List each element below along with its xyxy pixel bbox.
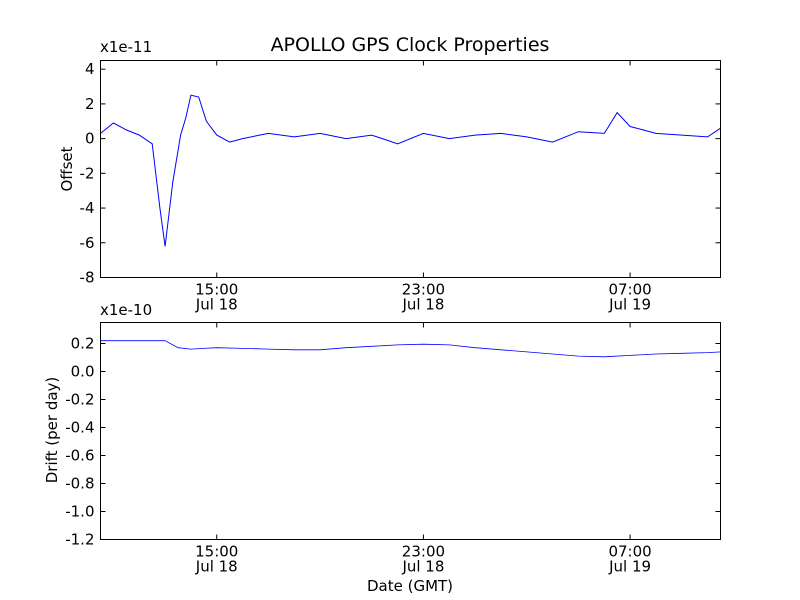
offset-x-tick-label: 07:00 [608,281,651,299]
offset-y-tick-label: -2 [80,164,95,182]
drift-x-label: Date (GMT) [367,577,453,595]
drift-y-tick-label: -1.0 [65,503,94,521]
offset-y-tick-label: -6 [80,234,95,252]
offset-y-tick-label: -4 [80,199,95,217]
chart-title: APOLLO GPS Clock Properties [271,34,550,56]
offset-y-tick-label: -8 [80,269,95,287]
drift-series-line [100,322,721,358]
offset-x-tick-label: 15:00 [195,281,238,299]
offset-x-tick-label: 23:00 [402,281,445,299]
drift-y-tick-label: -0.8 [65,475,94,493]
drift-x-tick-label: Jul 18 [195,558,238,576]
offset-y-tick-label: 2 [85,95,95,113]
offset-plot-frame [100,60,721,278]
drift-y-tick-label: 0.0 [71,363,95,381]
drift-y-tick-label: -0.6 [65,447,94,465]
offset-series-line [100,90,721,257]
drift-y-tick-label: -0.2 [65,391,94,409]
offset-x-tick-label: Jul 19 [608,296,651,314]
offset-x-tick-label: Jul 18 [195,296,238,314]
drift-y-tick-label: 0.2 [71,335,95,353]
drift-y-tick-label: -1.2 [65,531,94,549]
offset-y-tick-label: 0 [85,130,95,148]
drift-multiplier: x1e-10 [100,301,152,319]
offset-y-tick-label: 4 [85,60,95,78]
drift-y-tick-label: -0.4 [65,419,94,437]
drift-plot-frame [100,322,721,540]
drift-x-tick-label: Jul 18 [401,558,444,576]
drift-y-ticks: -1.2 -1.0 -0.8 -0.6 -0.4 -0.2 0.0 0.2 [65,335,721,549]
drift-x-tick-label: 15:00 [195,543,238,561]
drift-panel: x1e-10 Drift (per day) -1.2-1.0-0.8-0.6-… [43,301,721,595]
offset-y-ticks: -8 -6 -4 -2 0 2 4 [80,60,721,287]
offset-y-label: Offset [58,146,76,191]
offset-x-tick-label: Jul 18 [401,296,444,314]
drift-x-tick-label: Jul 19 [608,558,651,576]
drift-x-tick-label: 07:00 [608,543,651,561]
drift-y-label: Drift (per day) [43,377,61,484]
drift-x-tick-label: 23:00 [402,543,445,561]
offset-multiplier: x1e-11 [100,38,152,56]
